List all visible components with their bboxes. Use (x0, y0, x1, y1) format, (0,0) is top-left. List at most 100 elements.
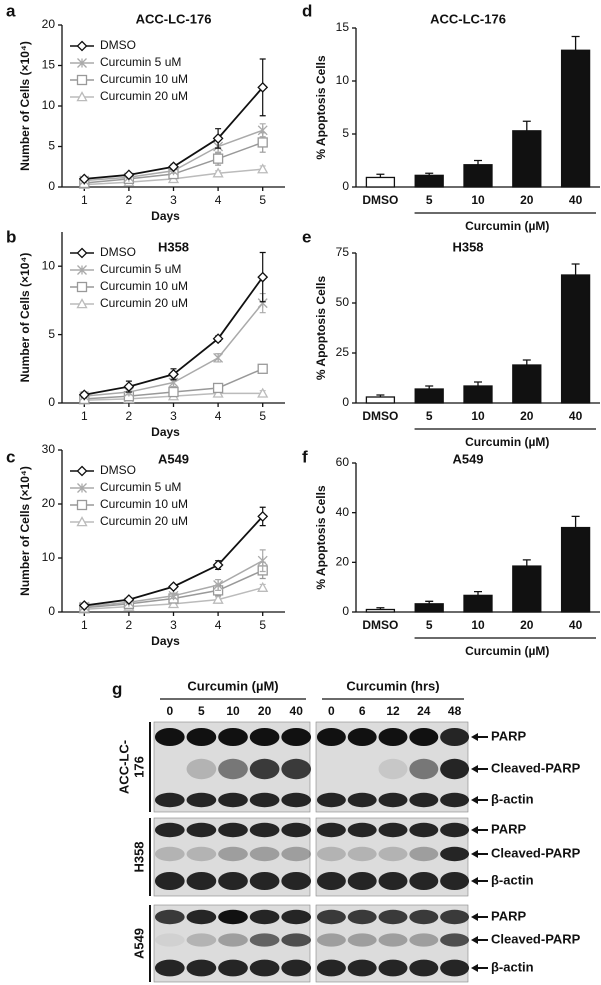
panel-letter: g (112, 679, 122, 698)
y-tick-label: 20 (336, 555, 350, 569)
bar (463, 594, 493, 613)
marker (168, 368, 179, 380)
panel-letter: a (6, 1, 16, 20)
bar (414, 603, 444, 613)
chart-title: H358 (158, 239, 189, 254)
marker (78, 389, 90, 401)
y-tick-label: 15 (42, 58, 56, 72)
marker (123, 594, 135, 605)
blot-band (249, 792, 280, 808)
blot-band (218, 758, 248, 780)
lane-label: 20 (258, 704, 272, 718)
band-label: Cleaved-PARP (491, 845, 581, 860)
legend-label: Curcumin 10 uM (100, 497, 188, 511)
panel-letter: d (302, 1, 312, 20)
panel-letter: c (6, 447, 15, 466)
marker (168, 581, 179, 593)
x-tick-label: 1 (81, 618, 88, 632)
blot-band (186, 758, 217, 780)
y-tick-label: 10 (42, 550, 56, 564)
x-tick-label: 10 (471, 193, 485, 207)
group-title: Curcumin (µM) (187, 678, 278, 693)
bar (414, 388, 444, 404)
y-tick-label: 75 (336, 245, 350, 259)
bar (463, 164, 493, 188)
band-label: Cleaved-PARP (491, 760, 581, 775)
blot-band (281, 758, 312, 780)
marker (76, 40, 88, 52)
arrow-head (471, 913, 478, 921)
lane-label: 0 (328, 704, 335, 718)
marker (168, 386, 179, 398)
blot-band (378, 872, 408, 890)
legend-label: Curcumin 5 uM (100, 55, 181, 69)
blot-band (378, 846, 408, 862)
arrow-head (471, 796, 478, 804)
blot-band (409, 792, 439, 808)
arrow-head (471, 850, 478, 858)
blot-band (218, 822, 248, 838)
marker (257, 555, 268, 566)
blot-band (249, 959, 280, 977)
y-tick-label: 50 (336, 295, 350, 309)
band-label: PARP (491, 728, 526, 743)
blot-band (249, 872, 280, 890)
marker (257, 363, 268, 374)
x-tick-label: 10 (471, 409, 485, 423)
blot-band (154, 792, 185, 808)
blot-band (440, 846, 470, 862)
chart-title: A549 (158, 451, 189, 466)
legend-label: Curcumin 20 uM (100, 89, 188, 103)
blot-band (378, 822, 408, 838)
blot-band (249, 909, 280, 925)
x-tick-label: 5 (259, 193, 266, 207)
marker (76, 499, 88, 511)
marker (213, 580, 224, 590)
marker (77, 58, 87, 68)
x-tick-label: 2 (126, 409, 133, 423)
y-tick-label: 5 (342, 126, 349, 140)
blot-band (409, 959, 439, 977)
y-tick-label: 0 (342, 179, 349, 193)
chart-title: ACC-LC-176 (430, 11, 506, 26)
bar (512, 364, 542, 404)
arrow-head (471, 826, 478, 834)
marker (76, 516, 88, 527)
panel-letter: b (6, 227, 16, 246)
blot-band (440, 822, 470, 838)
x-tick-label: DMSO (362, 618, 398, 632)
y-tick-label: 20 (42, 17, 56, 31)
x-tick-label: 3 (170, 618, 177, 632)
blot-band (347, 822, 377, 838)
marker (257, 163, 269, 174)
blot-band (281, 822, 312, 838)
blot-band (440, 933, 470, 947)
blot-band (440, 909, 470, 925)
x-tick-label: 4 (215, 193, 222, 207)
legend-label: Curcumin 10 uM (100, 279, 188, 293)
marker (168, 161, 179, 173)
blot-band (154, 933, 185, 947)
blot-band (281, 933, 312, 947)
bar (512, 130, 542, 188)
lane-label: 5 (198, 704, 205, 718)
y-tick-label: 5 (48, 327, 55, 341)
x-tick-label: 2 (126, 618, 133, 632)
x-tick-label: 10 (471, 618, 485, 632)
y-tick-label: 30 (42, 442, 56, 456)
lane-label: 40 (290, 704, 304, 718)
blot-band (281, 792, 312, 808)
y-tick-label: 10 (42, 258, 56, 272)
blot-band (154, 959, 185, 977)
x-tick-label: 20 (520, 618, 534, 632)
arrow-head (471, 936, 478, 944)
blot-band (186, 959, 217, 977)
blot-band (186, 822, 217, 838)
band-label: β-actin (491, 872, 534, 887)
legend-label: DMSO (100, 463, 136, 477)
blot-band (281, 959, 312, 977)
x-tick-label: 4 (215, 409, 222, 423)
marker (212, 167, 224, 178)
error-bar (571, 515, 580, 528)
